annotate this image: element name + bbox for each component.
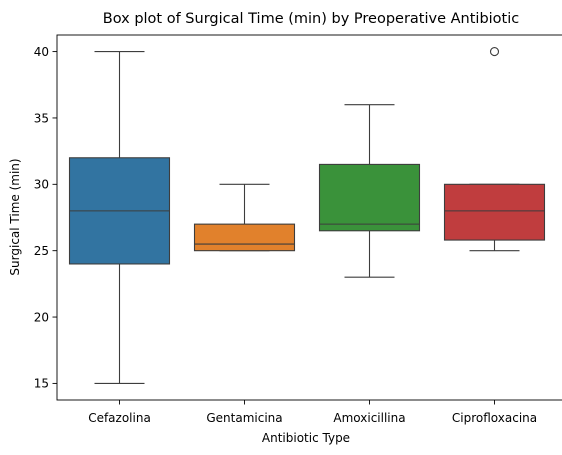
plot-area xyxy=(68,47,546,384)
x-tick-label: Cefazolina xyxy=(88,411,151,425)
x-tick-label: Amoxicillina xyxy=(333,411,405,425)
x-tick-label: Ciprofloxacina xyxy=(452,411,537,425)
box-amoxicillina xyxy=(318,163,421,232)
y-tick-label: 20 xyxy=(34,310,49,324)
y-axis-label: Surgical Time (min) xyxy=(8,158,22,275)
y-tick-label: 40 xyxy=(34,45,49,59)
x-axis-label: Antibiotic Type xyxy=(262,431,350,445)
x-tick-label: Gentamicina xyxy=(206,411,282,425)
y-tick-label: 30 xyxy=(34,178,49,192)
plot-frame xyxy=(56,34,562,401)
y-tick-label: 35 xyxy=(34,111,49,125)
y-tick-label: 25 xyxy=(34,244,49,258)
outlier-point xyxy=(489,47,500,57)
chart-title: Box plot of Surgical Time (min) by Preop… xyxy=(103,11,519,27)
box-gentamicina xyxy=(193,223,296,252)
box-ciprofloxacina xyxy=(443,183,546,241)
y-tick-label: 15 xyxy=(34,377,49,391)
